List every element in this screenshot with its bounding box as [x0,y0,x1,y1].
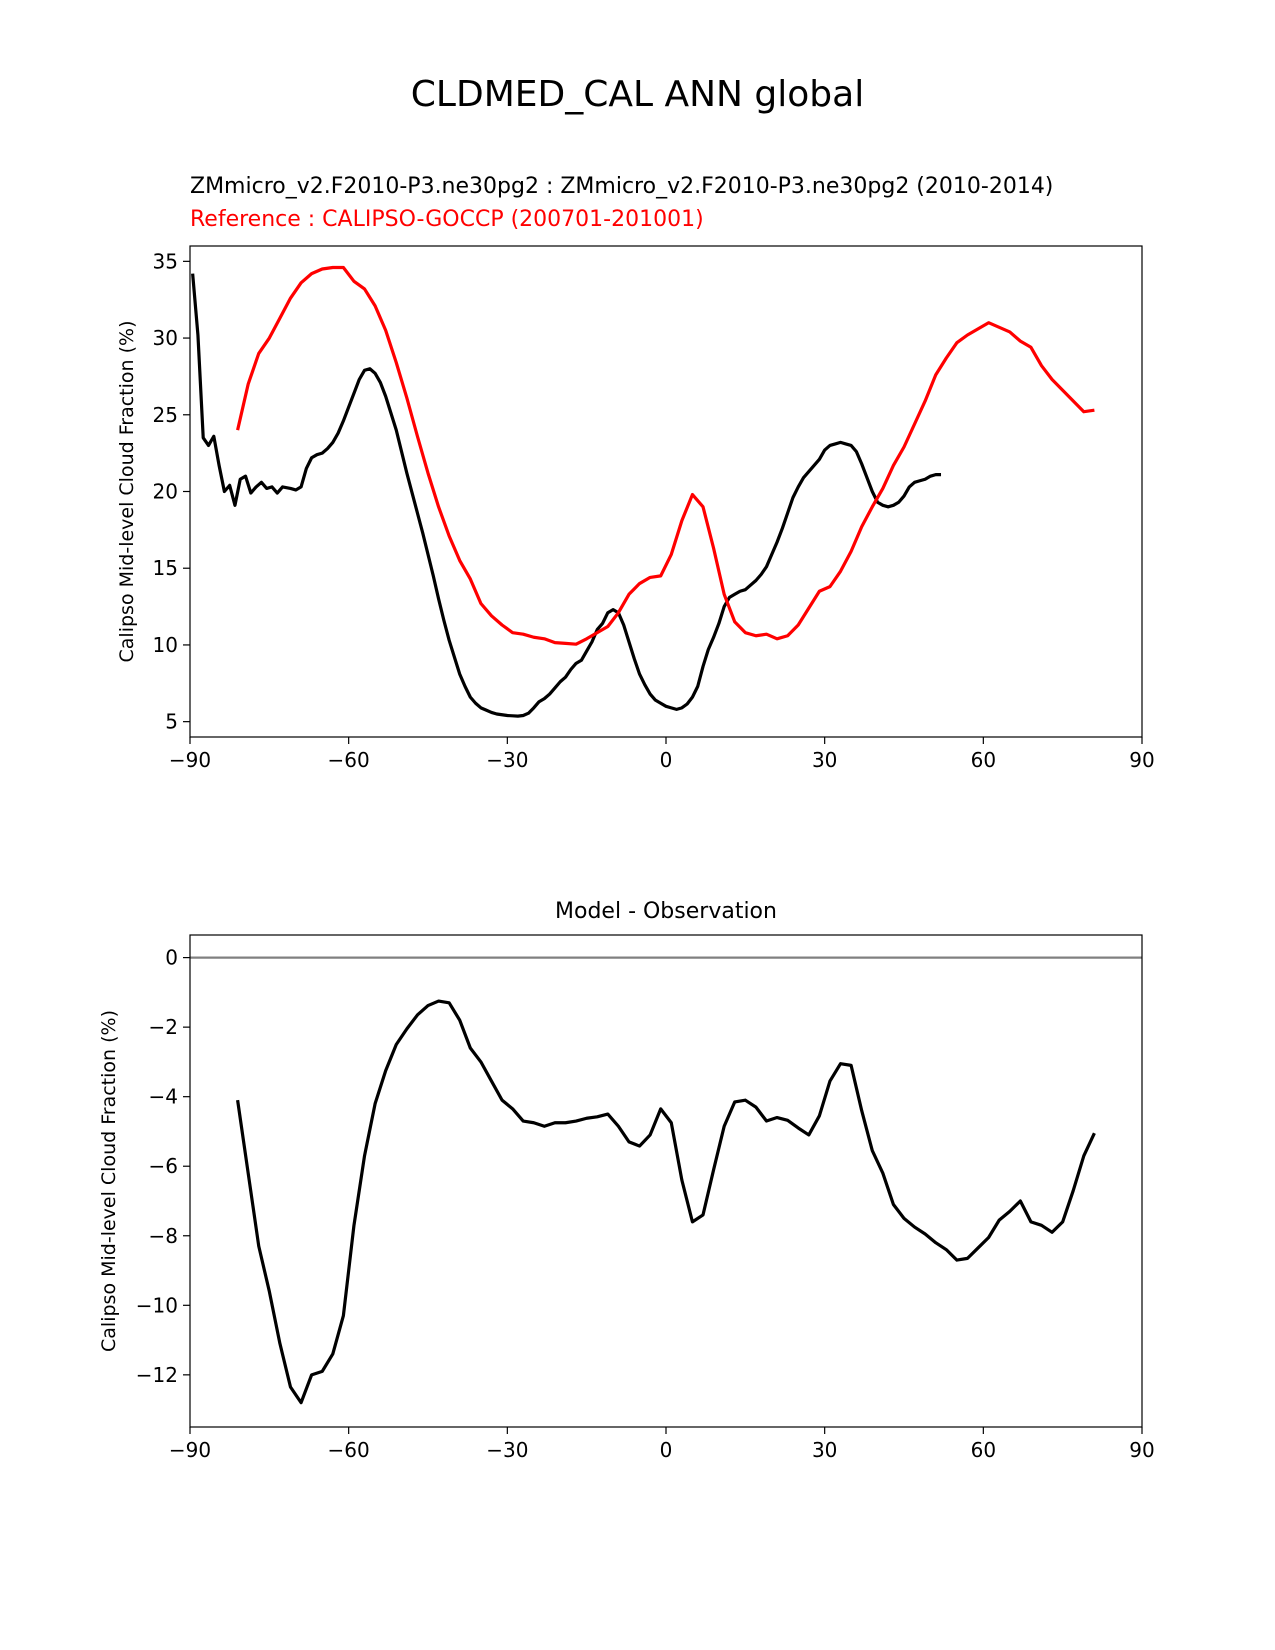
y-tick-label: −2 [149,1015,178,1039]
series-line-test [191,273,942,718]
x-tick-label: 0 [660,748,673,772]
x-tick-label: 60 [971,1438,996,1462]
x-tick-label: −90 [169,748,211,772]
x-tick-label: 90 [1129,1438,1154,1462]
y-tick-label: −12 [136,1363,178,1387]
reference-label: Reference : CALIPSO-GOCCP (200701-201001… [190,207,704,232]
x-tick-label: 60 [971,748,996,772]
y-axis-label: Calipso Mid-level Cloud Fraction (%) [98,1010,120,1352]
y-tick-label: 25 [153,403,178,427]
test-case-label: ZMmicro_v2.F2010-P3.ne30pg2 : ZMmicro_v2… [190,174,1054,199]
y-tick-label: −6 [149,1154,178,1178]
figure-suptitle: CLDMED_CAL ANN global [410,74,865,115]
x-tick-label: 30 [812,1438,837,1462]
x-tick-label: −30 [486,1438,528,1462]
x-tick-label: 0 [660,1438,673,1462]
x-tick-label: −30 [486,748,528,772]
x-tick-label: −60 [328,748,370,772]
difference-panel-title: Model - Observation [555,899,777,924]
series-line-reference [236,265,1095,646]
y-axis-label: Calipso Mid-level Cloud Fraction (%) [116,321,138,663]
x-tick-label: 30 [812,748,837,772]
y-tick-label: 10 [153,633,178,657]
difference-chart: −90 −60 −30 0 30 60 90 0 −2 −4 −6 −8 −10 −12 Calipso M… [98,934,1155,1462]
y-tick-label: 0 [165,946,178,970]
y-tick-label: 20 [153,480,178,504]
y-tick-label: 35 [153,249,178,273]
zonal-mean-chart: −90 −60 −30 0 30 60 90 5 10 15 20 25 30 35 Calipso Mid… [116,245,1155,772]
y-tick-label: 30 [153,326,178,350]
y-tick-label: −4 [149,1085,178,1109]
x-tick-label: −60 [328,1438,370,1462]
y-tick-label: 5 [165,710,178,734]
x-tick-label: 90 [1129,748,1154,772]
x-tick-label: −90 [169,1438,211,1462]
plot-frame [189,245,1143,738]
y-tick-label: −10 [136,1293,178,1317]
y-tick-label: −8 [149,1224,178,1248]
series-line-difference [236,999,1096,1405]
y-tick-label: 15 [153,556,178,580]
